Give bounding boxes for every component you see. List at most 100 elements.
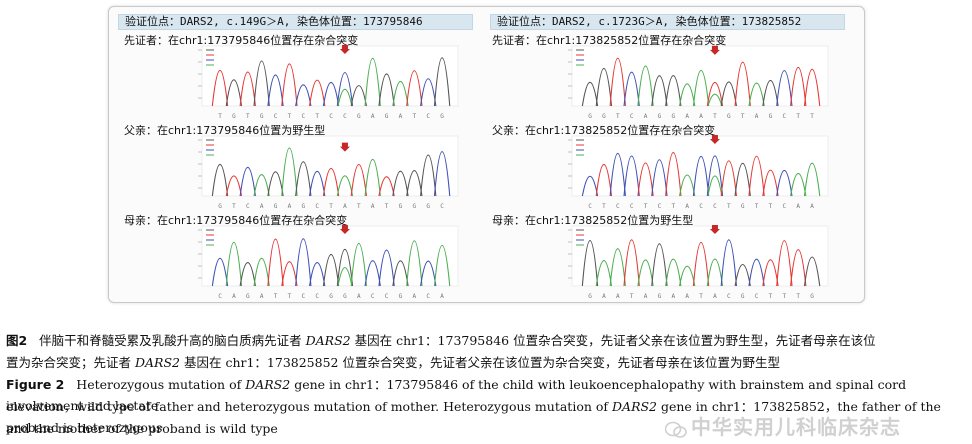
trace-peak — [267, 171, 284, 197]
base-call: C — [783, 203, 787, 210]
trace-peak — [392, 170, 409, 197]
trace-peak — [281, 147, 298, 197]
base-call: G — [588, 113, 592, 120]
trace-peak — [253, 173, 270, 197]
trace-peak — [790, 173, 807, 197]
base-call: T — [274, 293, 278, 300]
gene-name: DARS2 — [612, 399, 657, 414]
trace-peak — [776, 240, 793, 287]
mutation-arrow-icon — [709, 135, 720, 144]
base-call: A — [440, 293, 444, 300]
base-call: T — [413, 113, 417, 120]
trace-peak — [281, 63, 298, 107]
trace-peak — [420, 154, 437, 197]
trace-peak — [239, 71, 256, 107]
base-call: A — [371, 113, 375, 120]
base-call: G — [357, 113, 361, 120]
base-call: G — [218, 203, 222, 210]
gene-name: DARS2 — [305, 333, 351, 348]
trace-peak — [350, 163, 368, 197]
base-call: T — [246, 113, 250, 120]
base-call: A — [288, 203, 292, 210]
trace-peak — [378, 249, 395, 287]
base-call: A — [413, 293, 417, 300]
base-call: C — [630, 203, 634, 210]
base-call: G — [329, 293, 333, 300]
base-call: T — [796, 293, 800, 300]
caption-text: 基因在 chr1：173795846 位置杂合突变，先证者父亲在该位置为野生型，… — [354, 333, 876, 348]
trace-title-proband-2: 先证者：在chr1:173825852位置存在杂合突变 — [492, 34, 727, 47]
base-call: G — [232, 113, 236, 120]
trace-title-proband-1: 先证者：在chr1:173795846位置存在杂合突变 — [124, 34, 359, 47]
caption-text: elevation，wild type of father and hetero… — [6, 399, 609, 414]
mutation-arrow-icon — [709, 225, 720, 234]
trace-peak — [734, 61, 751, 107]
base-call: G — [246, 293, 250, 300]
caption-text: 置为杂合突变；先证者 — [6, 355, 132, 370]
trace-peak — [295, 238, 312, 287]
base-call: C — [329, 113, 333, 120]
trace-peak — [433, 151, 451, 197]
trace-peak — [665, 74, 682, 107]
panel-header: 验证位点：DARS2, c.149G＞A, 染色体位置：173795846 — [118, 14, 473, 30]
trace-peak — [623, 155, 640, 197]
base-call: T — [602, 203, 606, 210]
trace-peak — [308, 171, 326, 197]
trace-peak — [748, 258, 765, 287]
base-call: A — [713, 293, 717, 300]
base-call: G — [385, 113, 389, 120]
trace-peak — [267, 238, 284, 287]
mutation-arrow-icon — [709, 45, 720, 55]
trace-peak — [406, 70, 423, 107]
base-call: C — [315, 203, 319, 210]
trace-peak — [595, 260, 613, 287]
trace-peak — [665, 258, 682, 287]
base-call: T — [630, 293, 634, 300]
trace-peak — [790, 67, 807, 107]
trace-peak — [225, 79, 243, 107]
trace-peak — [239, 166, 256, 197]
caption-zh-line1: 图2 伴脑干和脊髓受累及乳酸升高的脑白质病先证者 DARS2 基因在 chr1：… — [6, 330, 966, 351]
base-call: G — [588, 293, 592, 300]
base-call: A — [232, 293, 236, 300]
caption-en-label: Figure 2 — [6, 377, 65, 392]
base-call: A — [616, 293, 620, 300]
trace-peak-secondary — [337, 88, 353, 107]
base-call: T — [769, 203, 773, 210]
base-call: G — [671, 113, 675, 120]
trace-peak — [706, 155, 724, 197]
base-call: C — [274, 113, 278, 120]
trace-peak — [253, 258, 270, 287]
trace-peak — [308, 262, 326, 287]
trace-peak — [322, 82, 340, 107]
trace-peak — [378, 73, 395, 107]
base-call: C — [588, 203, 592, 210]
trace-peak — [295, 84, 312, 107]
base-call: T — [357, 203, 361, 210]
base-call: C — [616, 203, 620, 210]
trace-peak — [420, 78, 437, 107]
base-call: G — [769, 113, 773, 120]
base-call: A — [260, 203, 264, 210]
caption-text: gene in chr1：173795846 of the child with… — [6, 377, 907, 413]
base-call: T — [713, 113, 717, 120]
gene-name: DARS2 — [245, 377, 291, 392]
base-call: C — [426, 113, 430, 120]
gene-name: DARS2 — [135, 355, 180, 370]
base-call: C — [755, 293, 759, 300]
base-call: T — [727, 203, 731, 210]
base-call: C — [301, 293, 305, 300]
trace-peak — [706, 82, 724, 107]
mutation-arrow-icon — [339, 225, 350, 234]
base-call: C — [246, 203, 250, 210]
trace-peak — [609, 153, 626, 197]
trace-peak — [420, 260, 437, 287]
trace-peak-secondary — [707, 175, 723, 197]
trace-peak-secondary — [337, 267, 353, 287]
base-call: G — [741, 203, 745, 210]
base-call: G — [602, 113, 606, 120]
